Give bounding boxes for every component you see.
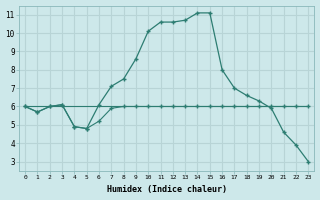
X-axis label: Humidex (Indice chaleur): Humidex (Indice chaleur) bbox=[107, 185, 227, 194]
